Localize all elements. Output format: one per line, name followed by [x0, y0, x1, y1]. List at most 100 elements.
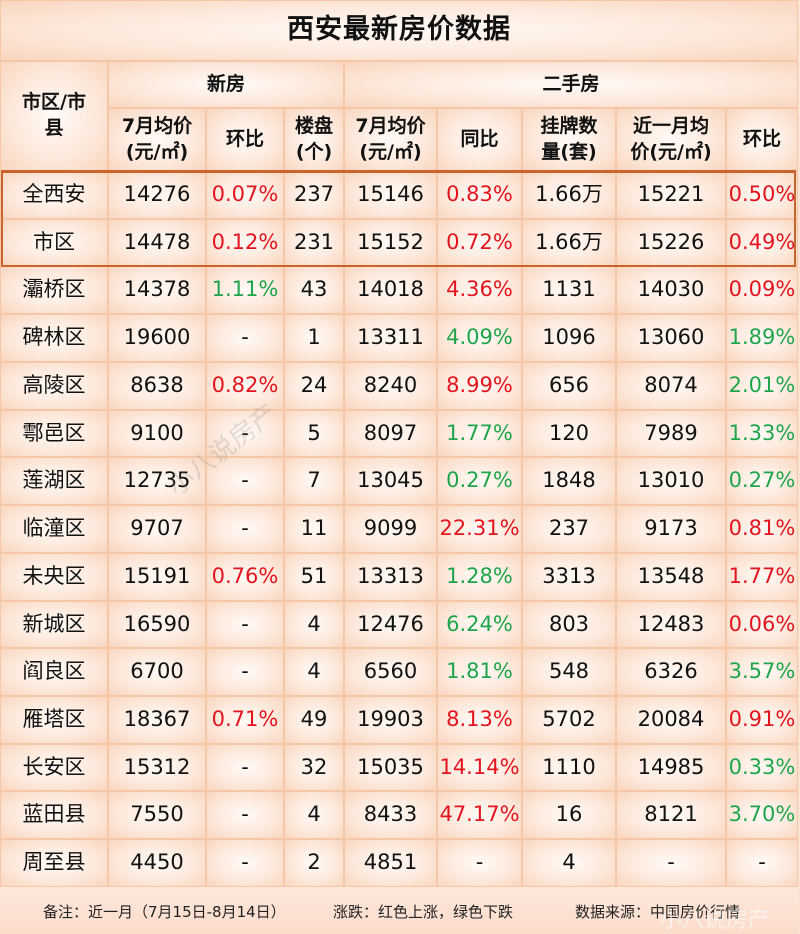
cell-region: 长安区	[0, 744, 108, 791]
header-line1: 挂牌数	[540, 114, 598, 137]
cell-projects: 237	[284, 171, 344, 219]
header-region: 市区/市 县	[0, 61, 108, 171]
cell-region: 蓝田县	[0, 791, 108, 839]
header-sh-mom: 环比	[726, 108, 798, 171]
cell-sh-price: 15146	[344, 171, 437, 219]
cell-listings: 5702	[522, 696, 616, 744]
cell-projects: 32	[284, 744, 344, 791]
header-region-line2: 县	[44, 117, 64, 139]
cell-region: 临潼区	[0, 505, 108, 553]
header-new-avg-price: 7月均价 (元/㎡)	[108, 108, 206, 171]
cell-projects: 7	[284, 457, 344, 505]
cell-sh-price: 8097	[344, 410, 437, 457]
cell-sh-price: 4851	[344, 839, 437, 887]
cell-listings: 1848	[522, 457, 616, 505]
cell-sh-yoy: 14.14%	[437, 744, 522, 791]
cell-projects: 1	[284, 314, 344, 362]
cell-recent-price: 20084	[616, 696, 726, 744]
cell-projects: 5	[284, 410, 344, 457]
cell-recent-price: -	[616, 839, 726, 887]
cell-listings: 656	[522, 362, 616, 410]
footer-note: 备注：近一月（7月15日-8月14日）	[43, 903, 286, 921]
cell-new-price: 16590	[108, 601, 206, 648]
cell-sh-mom: 1.33%	[726, 410, 798, 457]
cell-new-mom: 0.12%	[206, 219, 284, 266]
cell-region: 周至县	[0, 839, 108, 887]
cell-listings: 803	[522, 601, 616, 648]
cell-region: 雁塔区	[0, 696, 108, 744]
cell-projects: 4	[284, 791, 344, 839]
header-line2: (元/㎡)	[359, 140, 422, 163]
cell-region: 新城区	[0, 601, 108, 648]
cell-projects: 24	[284, 362, 344, 410]
cell-listings: 1.66万	[522, 171, 616, 219]
cell-new-price: 19600	[108, 314, 206, 362]
header-sh-avg-price: 7月均价 (元/㎡)	[344, 108, 437, 171]
cell-listings: 120	[522, 410, 616, 457]
cell-sh-yoy: 0.27%	[437, 457, 522, 505]
cell-sh-yoy: 8.13%	[437, 696, 522, 744]
cell-sh-mom: 3.70%	[726, 791, 798, 839]
cell-new-price: 18367	[108, 696, 206, 744]
header-sh-listings: 挂牌数 量(套)	[522, 108, 616, 171]
cell-sh-price: 13045	[344, 457, 437, 505]
cell-sh-mom: 0.06%	[726, 601, 798, 648]
cell-sh-mom: 0.33%	[726, 744, 798, 791]
cell-sh-yoy: 0.83%	[437, 171, 522, 219]
header-new-house-group: 新房	[108, 61, 344, 108]
cell-projects: 51	[284, 553, 344, 601]
cell-new-mom: -	[206, 648, 284, 696]
header-line1: 近一月均	[632, 114, 709, 137]
cell-sh-price: 9099	[344, 505, 437, 553]
cell-recent-price: 15226	[616, 219, 726, 266]
cell-sh-yoy: 1.28%	[437, 553, 522, 601]
cell-region: 鄠邑区	[0, 410, 108, 457]
cell-new-price: 9707	[108, 505, 206, 553]
cell-listings: 1131	[522, 266, 616, 314]
cell-sh-price: 6560	[344, 648, 437, 696]
cell-new-price: 7550	[108, 791, 206, 839]
cell-new-price: 12735	[108, 457, 206, 505]
cell-new-mom: -	[206, 601, 284, 648]
header-line1: 环比	[742, 127, 781, 150]
cell-listings: 548	[522, 648, 616, 696]
header-line1: 楼盘	[294, 114, 333, 137]
footer-source: 数据来源：中国房价行情	[575, 903, 741, 921]
cell-projects: 4	[284, 601, 344, 648]
cell-new-price: 14276	[108, 171, 206, 219]
cell-new-mom: 0.82%	[206, 362, 284, 410]
cell-sh-yoy: 6.24%	[437, 601, 522, 648]
cell-recent-price: 15221	[616, 171, 726, 219]
cell-new-price: 15312	[108, 744, 206, 791]
header-line2: (元/㎡)	[125, 140, 189, 163]
cell-new-mom: 0.71%	[206, 696, 284, 744]
cell-region: 高陵区	[0, 362, 108, 410]
cell-new-mom: -	[206, 791, 284, 839]
cell-new-price: 9100	[108, 410, 206, 457]
cell-recent-price: 9173	[616, 505, 726, 553]
cell-sh-yoy: 47.17%	[437, 791, 522, 839]
cell-sh-yoy: 1.77%	[437, 410, 522, 457]
cell-listings: 237	[522, 505, 616, 553]
cell-recent-price: 13548	[616, 553, 726, 601]
cell-region: 莲湖区	[0, 457, 108, 505]
header-new-projects: 楼盘 (个)	[284, 108, 344, 171]
cell-new-mom: -	[206, 505, 284, 553]
cell-recent-price: 14030	[616, 266, 726, 314]
header-line1: 7月均价	[355, 114, 426, 137]
cell-region: 灞桥区	[0, 266, 108, 314]
cell-sh-yoy: -	[437, 839, 522, 887]
header-region-line1: 市区/市	[22, 91, 86, 114]
cell-sh-mom: 1.77%	[726, 553, 798, 601]
header-line1: 7月均价	[121, 114, 193, 137]
cell-sh-mom: 1.89%	[726, 314, 798, 362]
cell-recent-price: 13010	[616, 457, 726, 505]
cell-recent-price: 14985	[616, 744, 726, 791]
cell-sh-mom: 3.57%	[726, 648, 798, 696]
cell-new-mom: 0.76%	[206, 553, 284, 601]
footer: 备注：近一月（7月15日-8月14日） 涨跌：红色上涨，绿色下跌 数据来源：中国…	[0, 887, 798, 934]
cell-new-mom: -	[206, 410, 284, 457]
cell-sh-yoy: 4.09%	[437, 314, 522, 362]
cell-listings: 16	[522, 791, 616, 839]
cell-new-price: 14478	[108, 219, 206, 266]
